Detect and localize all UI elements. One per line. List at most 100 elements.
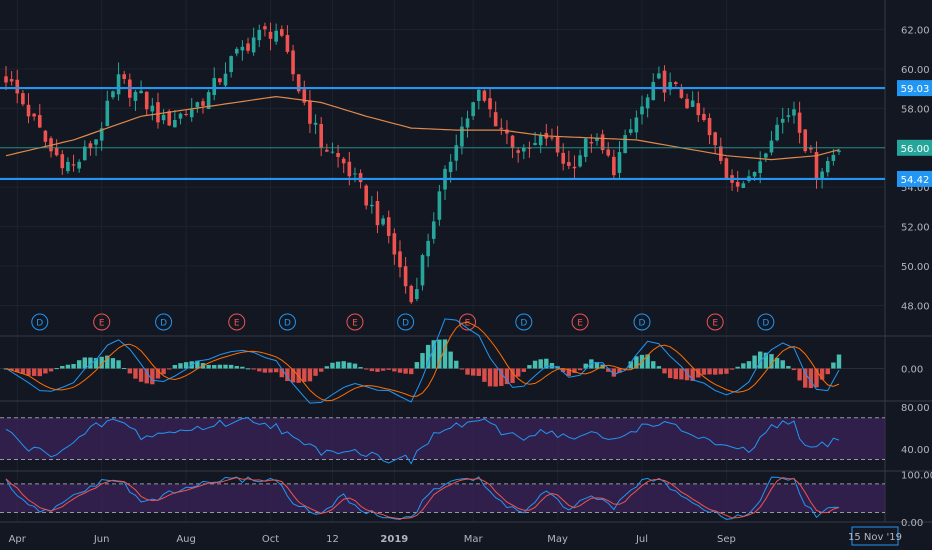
candle-body bbox=[234, 48, 239, 54]
macd-histogram-bar bbox=[724, 368, 729, 374]
candle-body bbox=[308, 100, 312, 124]
event-marker-label: E bbox=[465, 319, 471, 329]
macd-histogram-bar bbox=[780, 360, 785, 369]
level-tag-label: 59.03 bbox=[901, 84, 930, 95]
time-tick-label: 12 bbox=[326, 534, 339, 545]
candle-body bbox=[336, 153, 340, 157]
candle-body bbox=[437, 191, 442, 220]
candle-body bbox=[370, 204, 374, 207]
macd-line bbox=[5, 318, 840, 404]
macd-histogram-bar bbox=[318, 368, 324, 372]
macd-histogram-bar bbox=[538, 359, 543, 369]
candle-body bbox=[212, 78, 217, 96]
candle-body bbox=[634, 117, 639, 133]
candle-body bbox=[460, 126, 464, 147]
candle-body bbox=[809, 147, 813, 150]
price-tick-label: 48.00 bbox=[901, 301, 930, 312]
event-marker-label: D bbox=[402, 319, 409, 329]
last-price-label: 56.00 bbox=[901, 144, 930, 155]
candle-body bbox=[403, 266, 408, 287]
candle-body bbox=[60, 154, 65, 169]
macd-histogram-bar bbox=[504, 368, 510, 385]
macd-histogram-bar bbox=[465, 368, 470, 375]
macd-histogram-bar bbox=[212, 364, 217, 369]
macd-histogram-bar bbox=[262, 368, 268, 373]
level-tag-label: 54.42 bbox=[901, 175, 930, 186]
candle-body bbox=[617, 152, 622, 173]
candle-body bbox=[173, 120, 177, 128]
candle-body bbox=[561, 152, 566, 164]
earnings-marker bbox=[93, 313, 111, 331]
price-tick-label: 50.00 bbox=[901, 262, 930, 273]
macd-histogram-bar bbox=[470, 368, 476, 376]
event-marker-label: D bbox=[36, 319, 43, 329]
candle-body bbox=[533, 142, 537, 145]
macd-histogram-bar bbox=[206, 364, 211, 369]
candle-body bbox=[195, 102, 200, 108]
macd-histogram-bar bbox=[566, 368, 572, 376]
macd-histogram-bar bbox=[110, 358, 116, 369]
candle-body bbox=[657, 73, 661, 79]
candle-body bbox=[780, 118, 785, 123]
candle-body bbox=[201, 101, 205, 106]
candle-body bbox=[178, 113, 183, 119]
macd-histogram-bar bbox=[442, 339, 448, 369]
macd-histogram-bar bbox=[611, 368, 617, 377]
candle-body bbox=[274, 30, 278, 42]
macd-histogram-bar bbox=[476, 368, 481, 376]
macd-histogram-bar bbox=[178, 363, 183, 369]
rsi-pane bbox=[0, 417, 885, 465]
candle-body bbox=[493, 112, 498, 127]
macd-histogram-bar bbox=[290, 368, 296, 383]
macd-histogram-bar bbox=[409, 368, 414, 375]
macd-histogram-bar bbox=[121, 368, 127, 370]
macd-histogram-bar bbox=[116, 360, 121, 369]
macd-histogram-bar bbox=[313, 368, 318, 376]
candle-body bbox=[578, 155, 582, 167]
candle-body bbox=[279, 29, 284, 36]
macd-histogram-bar bbox=[31, 368, 37, 376]
macd-histogram-bar bbox=[195, 360, 200, 369]
candle-body bbox=[240, 46, 245, 51]
candle-body bbox=[82, 146, 87, 161]
candle-body bbox=[347, 161, 352, 177]
date-badge: 15 Nov '19 bbox=[848, 526, 902, 546]
candle-body bbox=[4, 76, 8, 83]
macd-histogram-bar bbox=[380, 368, 386, 371]
macd-histogram-bar bbox=[386, 368, 391, 370]
event-marker-label: E bbox=[712, 319, 718, 329]
macd-histogram-bar bbox=[76, 360, 82, 369]
candle-body bbox=[696, 103, 701, 116]
candle-body bbox=[26, 104, 31, 117]
candle-body bbox=[550, 137, 554, 139]
candle-body bbox=[668, 82, 672, 90]
macd-histogram-bar bbox=[510, 368, 515, 384]
candle-body bbox=[673, 82, 678, 84]
candle-body bbox=[313, 122, 318, 125]
candle-body bbox=[32, 113, 36, 117]
macd-histogram-bar bbox=[138, 368, 144, 382]
candle-body bbox=[814, 152, 819, 180]
macd-histogram-bar bbox=[20, 368, 26, 374]
moving-average-line bbox=[5, 95, 840, 161]
macd-signal-line bbox=[5, 321, 840, 402]
macd-histogram-bar bbox=[819, 368, 825, 380]
macd-histogram-bar bbox=[155, 368, 161, 379]
macd-histogram-bar bbox=[656, 366, 662, 369]
macd-histogram-bar bbox=[622, 368, 628, 370]
macd-histogram-bar bbox=[347, 362, 352, 369]
macd-histogram-bar bbox=[26, 368, 31, 376]
candle-body bbox=[803, 129, 808, 152]
rsi-line bbox=[5, 417, 840, 465]
dividend-marker bbox=[757, 313, 775, 331]
candle-body bbox=[111, 91, 115, 98]
candle-body bbox=[296, 74, 301, 92]
macd-histogram-bar bbox=[763, 352, 769, 369]
candle-body bbox=[741, 183, 746, 188]
candle-body bbox=[150, 105, 155, 112]
candle-body bbox=[499, 127, 504, 129]
candle-body bbox=[88, 143, 93, 149]
candle-body bbox=[9, 79, 14, 82]
macd-histogram-bar bbox=[707, 368, 712, 375]
